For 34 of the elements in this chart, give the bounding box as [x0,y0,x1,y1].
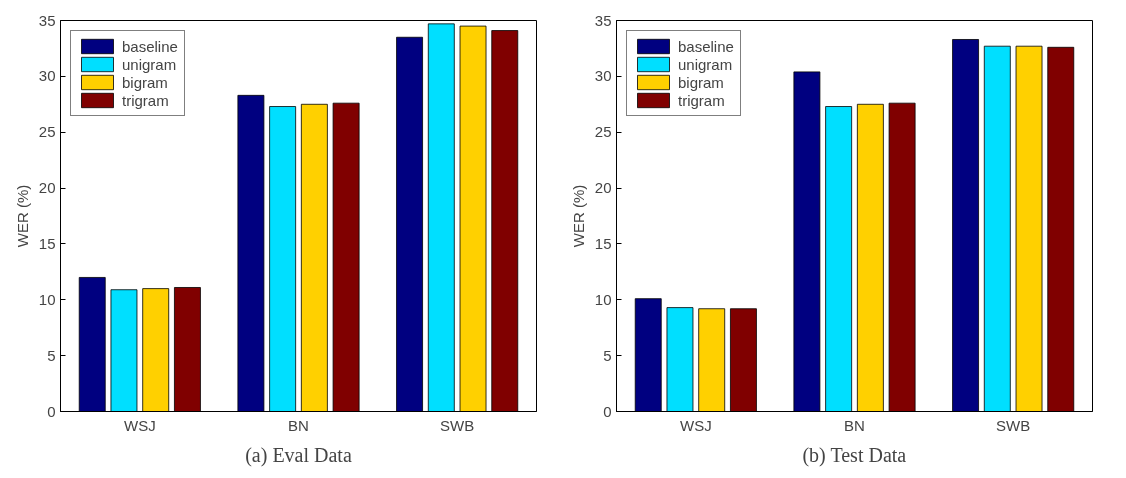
x-tick-label: WSJ [124,416,156,434]
y-tick-label: 25 [594,123,612,141]
y-tick-label: 35 [38,11,56,29]
y-tick-label: 20 [594,179,612,197]
y-tick-label: 35 [594,11,612,29]
x-tick-label: SWB [440,416,475,434]
y-tick-label: 5 [47,346,56,364]
text: (a) Eval Data [245,443,352,467]
legend-label: baseline [122,37,178,55]
y-tick-label: 25 [38,123,56,141]
y-tick-label: 30 [594,67,612,85]
x-tick-label: WSJ [680,416,712,434]
y-tick-label: 15 [38,234,56,252]
x-tick-label: BN [844,416,865,434]
y-tick-label: 10 [38,290,56,308]
y-axis-title: WER (%) [13,184,31,248]
y-tick-label: 5 [603,346,612,364]
text: (b) Test Data [802,443,907,467]
x-tick-label: SWB [996,416,1031,434]
y-tick-label: 0 [47,402,56,420]
x-tick-label: BN [288,416,309,434]
legend-label: baseline [678,37,734,55]
y-tick-label: 10 [594,290,612,308]
legend-label: unigram [122,55,177,73]
y-tick-label: 0 [603,402,612,420]
legend-label: trigram [122,91,169,109]
y-tick-label: 30 [38,67,56,85]
legend-label: unigram [678,55,733,73]
legend-label: bigram [678,73,724,91]
legend-label: trigram [678,91,725,109]
legend-label: bigram [122,73,168,91]
y-tick-label: 15 [594,234,612,252]
y-axis-title: WER (%) [569,184,587,248]
y-tick-label: 20 [38,179,56,197]
